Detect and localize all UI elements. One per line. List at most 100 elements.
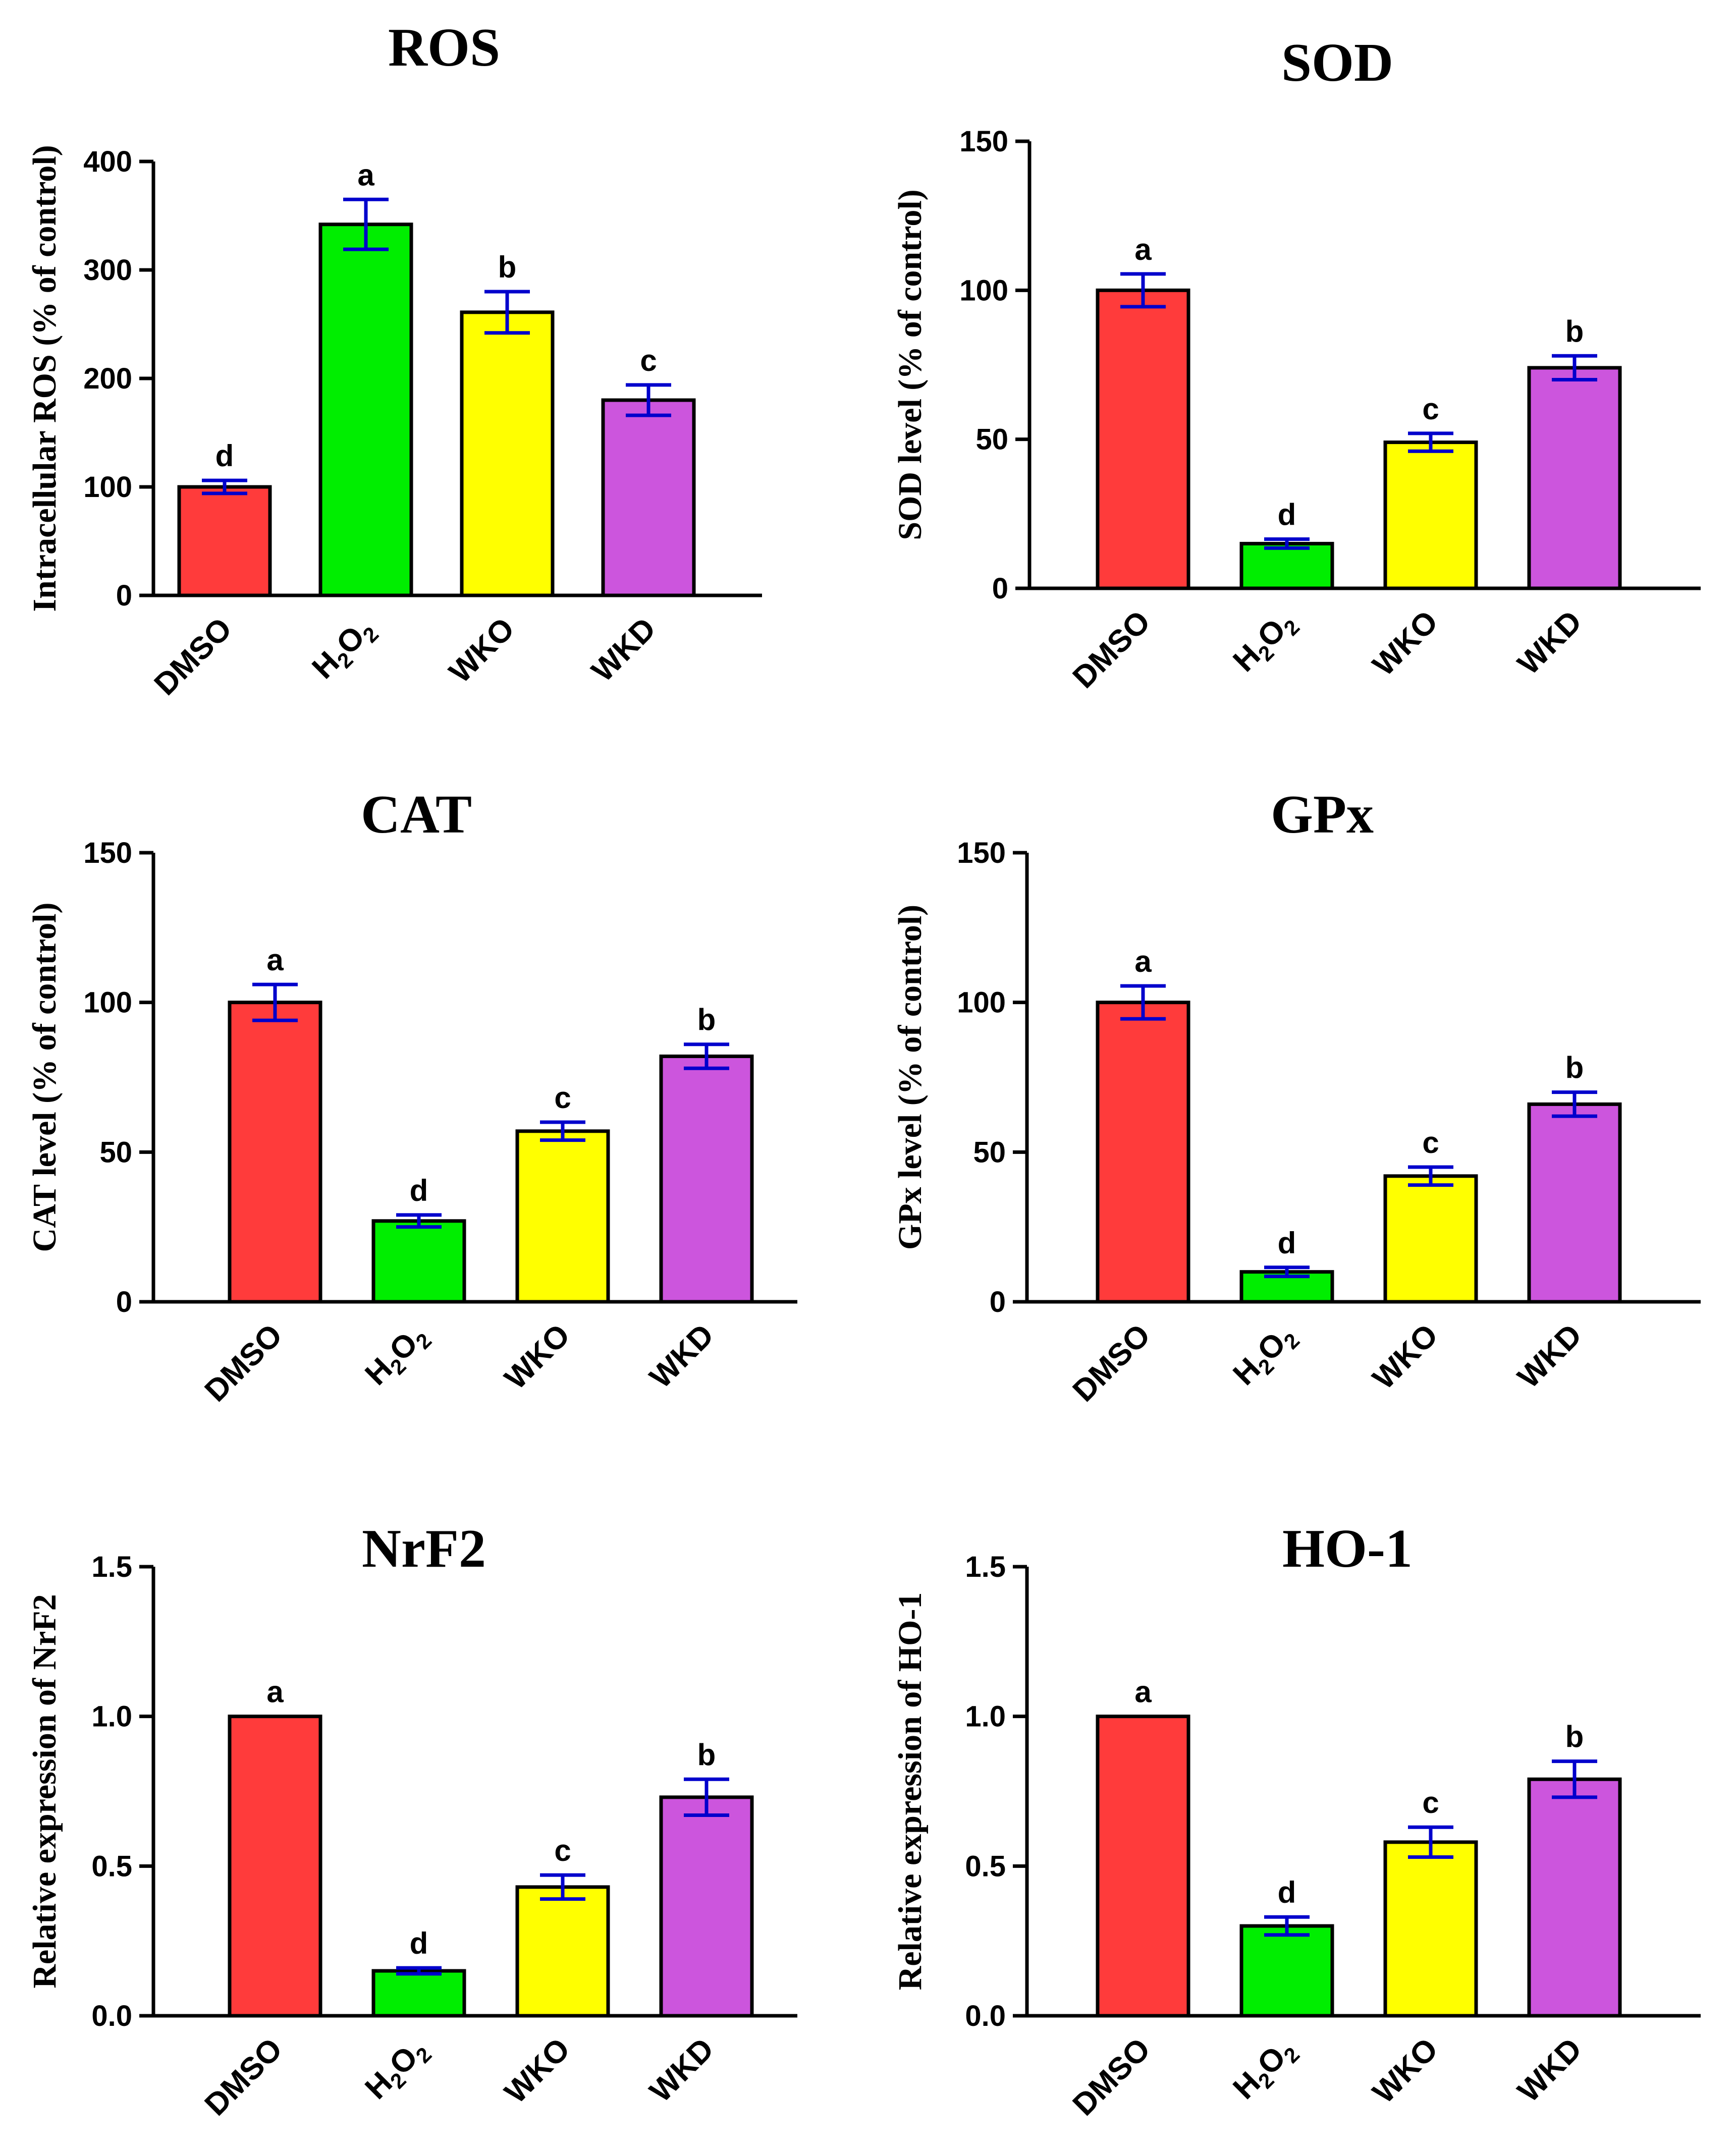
ho1-ytick-label: 1.5 [965,1551,1006,1583]
ho1-ytick-label: 0.0 [965,2000,1006,2032]
ros-sig-letter: c [640,344,657,377]
nrf2-ylabel: Relative expression of NrF2 [26,1594,63,1988]
nrf2-xtick-label: WKO [498,2031,577,2110]
sod-bar-wko [1383,440,1478,590]
sod-bar-dmso [1096,288,1190,590]
ho1-bar-h2o2 [1239,1924,1334,2018]
nrf2-sig-letter: d [410,1926,428,1960]
sod-errorbar-dmso [1120,272,1166,309]
nrf2-errorbar-wko [540,1873,585,1901]
gpx-bar-wko [1383,1174,1478,1304]
ho1-chart: HO-1 Relative expression of HO-1 0.0 0.5 1.0… [892,1519,1701,2122]
ros-sig-letter: a [357,158,374,192]
ros-xtick-label: H2O2 [305,611,383,689]
gpx-errorbar-dmso [1120,984,1166,1021]
ho1-xtick-label: WKO [1366,2031,1445,2110]
ros-bar-wko [460,310,555,597]
ros-ytick-label: 100 [83,471,132,504]
cat-ytick-label: 150 [83,837,132,869]
sod-xtick-label: DMSO [1066,604,1157,695]
sod-title: SOD [1281,33,1393,93]
ros-ytick-label: 300 [83,254,132,287]
gpx-ylabel: GPx level (% of control) [892,905,929,1250]
ho1-bar-dmso [1096,1715,1190,2018]
gpx-xtick-label: H2O2 [1226,1317,1304,1395]
sod-sig-letter: a [1134,233,1152,266]
ros-ylabel: Intracellular ROS (% of control) [26,145,63,612]
nrf2-chart: NrF2 Relative expression of NrF2 0.0 0.5 1.0… [26,1519,797,2122]
cat-xtick-label: DMSO [198,1317,289,1408]
nrf2-ytick-label: 1.5 [91,1551,132,1583]
cat-chart: CAT CAT level (% of control) 0 50 100 150 a DMS… [26,785,797,1408]
gpx-ytick-label: 100 [957,986,1006,1019]
cat-xtick-label: WKO [498,1317,577,1396]
ho1-sig-letter: a [1134,1675,1152,1709]
ros-chart: ROS Intracellular ROS (% of control) 0 100 2… [26,18,762,702]
cat-bar-wkd [659,1054,754,1304]
sod-bar-wkd [1527,366,1622,590]
nrf2-errorbar-h2o2 [396,1966,442,1976]
gpx-title: GPx [1271,785,1374,845]
cat-ytick-label: 0 [116,1286,132,1318]
ho1-bar-wkd [1527,1777,1622,2018]
gpx-chart: GPx GPx level (% of control) 0 50 100 150 a DMS… [892,785,1701,1408]
nrf2-title: NrF2 [362,1519,486,1579]
nrf2-bar-dmso [228,1715,322,2018]
sod-chart: SOD SOD level (% of control) 0 50 100 150 a DMS… [892,33,1701,695]
ros-errorbar-wko [484,290,530,335]
cat-bar-dmso [228,1001,322,1304]
cat-sig-letter: a [266,943,284,977]
nrf2-bar-wkd [659,1795,754,2018]
cat-ylabel: CAT level (% of control) [26,903,63,1252]
ros-errorbar-wkd [626,383,671,417]
cat-ytick-label: 100 [83,986,132,1019]
gpx-sig-letter: b [1565,1051,1584,1085]
ros-bar-h2o2 [318,223,413,597]
nrf2-sig-letter: a [266,1675,284,1709]
sod-bar-h2o2 [1239,541,1334,590]
sod-sig-letter: c [1422,392,1439,426]
sod-xtick-label: WKD [1511,604,1588,681]
ros-ytick-label: 400 [83,145,132,178]
ros-ytick-label: 0 [116,579,132,612]
gpx-sig-letter: c [1422,1126,1439,1160]
cat-errorbar-wkd [684,1042,729,1070]
ho1-bar-wko [1383,1840,1478,2018]
sod-xtick-label: H2O2 [1226,604,1304,682]
gpx-errorbar-wko [1408,1165,1453,1187]
cat-sig-letter: b [697,1003,716,1037]
cat-xtick-label: H2O2 [358,1317,436,1395]
cat-ytick-label: 50 [99,1136,132,1169]
ho1-errorbar-wkd [1552,1759,1597,1799]
cat-errorbar-h2o2 [396,1213,442,1229]
nrf2-xtick-label: H2O2 [358,2031,436,2109]
sod-ytick-label: 0 [992,572,1008,605]
ho1-errorbar-wko [1408,1825,1453,1859]
sod-errorbar-wko [1408,431,1453,453]
ho1-ylabel: Relative expression of HO-1 [892,1592,929,1991]
gpx-ytick-label: 150 [957,837,1006,869]
sod-errorbar-h2o2 [1264,537,1310,550]
ros-errorbar-dmso [202,478,247,495]
gpx-errorbar-h2o2 [1264,1265,1310,1279]
nrf2-ytick-label: 0.5 [91,1850,132,1883]
gpx-bar-wkd [1527,1102,1622,1304]
sod-errorbar-wkd [1552,354,1597,382]
ros-xtick-label: WKO [443,611,521,690]
ho1-sig-letter: b [1565,1720,1584,1754]
ho1-xtick-label: H2O2 [1226,2031,1304,2109]
ho1-sig-letter: c [1422,1786,1439,1819]
cat-errorbar-wko [540,1120,585,1142]
sod-ytick-label: 100 [959,274,1008,307]
sod-ylabel: SOD level (% of control) [892,189,929,540]
ho1-errorbar-h2o2 [1264,1915,1310,1937]
cat-sig-letter: d [410,1174,428,1207]
ho1-sig-letter: d [1278,1876,1296,1909]
cat-bar-wko [515,1129,610,1304]
gpx-ytick-label: 50 [973,1136,1006,1169]
cat-xtick-label: WKD [643,1317,720,1395]
ho1-xtick-label: WKD [1511,2031,1588,2109]
nrf2-ytick-label: 0.0 [91,2000,132,2032]
ros-errorbar-h2o2 [343,197,389,251]
